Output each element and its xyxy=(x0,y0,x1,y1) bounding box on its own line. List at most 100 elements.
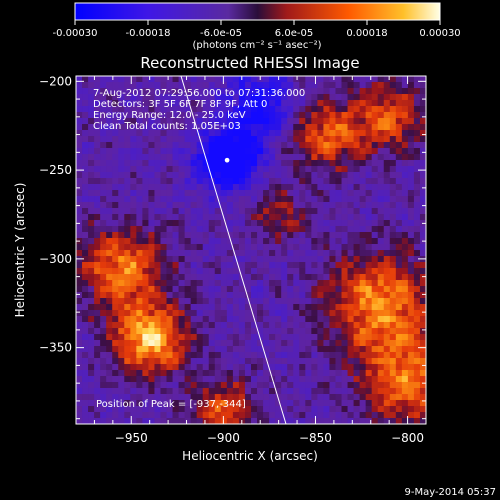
heatmap-cell xyxy=(106,154,113,161)
heatmap-cell xyxy=(148,256,155,263)
heatmap-cell xyxy=(154,262,161,269)
heatmap-cell xyxy=(281,82,288,89)
heatmap-cell xyxy=(251,340,258,347)
heatmap-cell xyxy=(76,370,83,377)
heatmap-cell xyxy=(82,316,89,323)
heatmap-cell xyxy=(172,244,179,251)
heatmap-cell xyxy=(359,394,367,401)
heatmap-cell xyxy=(389,82,397,89)
heatmap-cell xyxy=(305,364,312,371)
heatmap-cell xyxy=(389,166,397,173)
y-tick-label: −200 xyxy=(39,74,72,88)
heatmap-cell xyxy=(383,94,391,101)
heatmap-cell xyxy=(293,418,300,424)
heatmap-cell xyxy=(251,286,258,293)
heatmap-cell xyxy=(238,94,246,101)
heatmap-cell xyxy=(359,418,367,424)
heatmap-cell xyxy=(244,82,252,89)
heatmap-cell xyxy=(76,406,83,413)
heatmap-cell xyxy=(76,142,83,149)
heatmap-cell xyxy=(130,136,137,143)
heatmap-cell xyxy=(106,250,113,257)
heatmap-cell xyxy=(389,322,397,329)
heatmap-cell xyxy=(232,136,240,143)
heatmap-cell xyxy=(359,112,367,119)
heatmap-cell xyxy=(401,100,409,107)
heatmap-cell xyxy=(389,112,397,119)
heatmap-cell xyxy=(226,388,234,395)
heatmap-cell xyxy=(293,358,300,365)
heatmap-cell xyxy=(287,412,294,419)
heatmap-cell xyxy=(407,130,415,137)
heatmap-cell xyxy=(190,190,198,197)
heatmap-cell xyxy=(160,286,167,293)
heatmap-cell xyxy=(88,76,95,83)
heatmap-cell xyxy=(311,364,318,371)
heatmap-cell xyxy=(184,322,192,329)
heatmap-cell xyxy=(118,388,125,395)
heatmap-cell xyxy=(413,262,421,269)
heatmap-cell xyxy=(220,208,228,215)
heatmap-cell xyxy=(148,346,155,353)
heatmap-cell xyxy=(136,328,143,335)
heatmap-cell xyxy=(184,370,192,377)
heatmap-cell xyxy=(202,196,210,203)
heatmap-cell xyxy=(100,388,107,395)
heatmap-cell xyxy=(395,358,403,365)
heatmap-cell xyxy=(413,166,421,173)
heatmap-cell xyxy=(130,340,137,347)
heatmap-cell xyxy=(226,208,234,215)
heatmap-cell xyxy=(389,148,397,155)
heatmap-cell xyxy=(281,370,288,377)
heatmap-cell xyxy=(166,124,173,131)
heatmap-cell xyxy=(160,136,167,143)
heatmap-cell xyxy=(88,154,95,161)
heatmap-cell xyxy=(413,310,421,317)
heatmap-cell xyxy=(281,304,288,311)
heatmap-cell xyxy=(142,316,149,323)
heatmap-cell xyxy=(106,220,113,227)
heatmap-cell xyxy=(196,280,204,287)
heatmap-cell xyxy=(76,88,83,95)
heatmap-cell xyxy=(244,400,252,407)
heatmap-cell xyxy=(365,250,373,257)
heatmap-cell xyxy=(407,208,415,215)
heatmap-cell xyxy=(275,292,282,299)
heatmap-cell xyxy=(226,250,234,257)
heatmap-cell xyxy=(112,250,119,257)
heatmap-cell xyxy=(208,334,216,341)
heatmap-cell xyxy=(214,184,222,191)
heatmap-cell xyxy=(389,418,397,424)
colorbar-tick-label: -6.0e-05 xyxy=(200,28,242,39)
heatmap-cell xyxy=(341,310,348,317)
heatmap-cell xyxy=(196,328,204,335)
heatmap-cell xyxy=(94,304,101,311)
heatmap-cell xyxy=(220,76,228,83)
heatmap-cell xyxy=(190,250,198,257)
heatmap-cell xyxy=(190,154,198,161)
heatmap-cell xyxy=(389,172,397,179)
heatmap-cell xyxy=(287,310,294,317)
heatmap-cell xyxy=(196,256,204,263)
heatmap-cell xyxy=(257,166,264,173)
heatmap-cell xyxy=(142,328,149,335)
heatmap-cell xyxy=(407,340,415,347)
plot-frame xyxy=(75,75,427,425)
heatmap-cell xyxy=(118,82,125,89)
heatmap-cell xyxy=(335,172,342,179)
heatmap-cell xyxy=(317,196,324,203)
heatmap-cell xyxy=(359,100,367,107)
heatmap-cell xyxy=(323,298,330,305)
heatmap-cell xyxy=(214,76,222,83)
heatmap-cell xyxy=(76,196,83,203)
heatmap-cell xyxy=(389,340,397,347)
heatmap-cell xyxy=(106,190,113,197)
heatmap-cell xyxy=(220,232,228,239)
heatmap-cell xyxy=(293,136,300,143)
heatmap-cell xyxy=(335,250,342,257)
heatmap-cell xyxy=(226,118,234,125)
heatmap-cell xyxy=(232,178,240,185)
heatmap-cell xyxy=(359,178,367,185)
heatmap-cell xyxy=(238,232,246,239)
heatmap-cell xyxy=(299,208,306,215)
